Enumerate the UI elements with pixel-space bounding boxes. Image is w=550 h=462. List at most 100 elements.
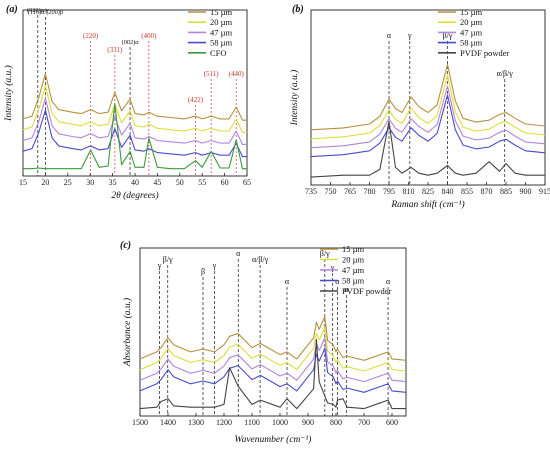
x-tick-label: 65: [243, 178, 251, 187]
x-tick-label: 750: [325, 187, 337, 196]
chart-panel-b: 735 750 765 780 795 810 825 840 855 870 885 900 915 R…: [289, 4, 550, 210]
peak-label: (422): [188, 96, 204, 104]
y-axis-title: Intensity (a.u.): [289, 70, 300, 127]
x-tick-label: 25: [64, 178, 72, 187]
peak-label: α/β/γ: [497, 69, 514, 78]
series-line: [22, 85, 247, 133]
y-axis-title: Intensity (a.u.): [3, 65, 14, 122]
legend-label: PVDF powder: [460, 48, 510, 58]
peak-label: (511): [204, 70, 220, 78]
peak-label: α: [387, 31, 392, 40]
x-tick-label: 1400: [160, 418, 176, 427]
peak-label: (400): [141, 32, 157, 40]
x-tick-label: 825: [422, 187, 434, 196]
series-line: [310, 74, 546, 140]
legend-label: 20 µm: [342, 255, 365, 265]
chart-panel-a: 15 20 25 30 35 40 45 50 55 60 65 2θ (degrees) Intens…: [3, 4, 251, 201]
x-tick-label: 795: [383, 187, 395, 196]
x-tick-label: 30: [86, 178, 94, 187]
series-line: [22, 73, 247, 121]
x-tick-label: 15: [19, 178, 27, 187]
x-tick-label: 1100: [244, 418, 260, 427]
peak-label: γ: [212, 261, 217, 270]
legend-label: 20 µm: [460, 17, 483, 27]
x-tick-label: 20: [41, 178, 49, 187]
series-line: [310, 120, 545, 178]
x-tick-label: 40: [131, 178, 139, 187]
x-axis-title: Raman shift (cm⁻¹): [390, 199, 464, 210]
x-tick-label: 735: [305, 187, 317, 196]
plot-frame: [139, 247, 407, 417]
series-line: [310, 63, 546, 131]
series-line: [139, 326, 407, 372]
x-tick-label: 1000: [272, 418, 288, 427]
x-tick-label: 35: [109, 178, 117, 187]
peak-label: α: [285, 277, 290, 286]
peak-label: (020)α/γ: [27, 7, 49, 14]
legend-label: 58 µm: [342, 276, 365, 286]
legend-label: 15 µm: [210, 7, 233, 17]
peak-label: (220): [83, 32, 99, 40]
series-line: [23, 103, 247, 170]
peak-label: (440): [229, 70, 245, 78]
y-axis-title: Absorbance (a.u.): [122, 298, 133, 367]
peak-label: γ: [157, 261, 162, 270]
legend-label: 15 µm: [460, 7, 483, 17]
legend-label: PVDF powder: [342, 286, 392, 296]
x-tick-label: 1200: [216, 418, 232, 427]
x-tick-label: 780: [364, 187, 376, 196]
x-tick-label: 885: [500, 187, 512, 196]
x-tick-label: 855: [461, 187, 473, 196]
x-axis-title: 2θ (degrees): [111, 190, 158, 201]
panel-label: (b): [292, 4, 304, 15]
series-line: [310, 94, 546, 158]
x-tick-label: 915: [539, 187, 550, 196]
legend-label: 47 µm: [210, 27, 233, 37]
x-tick-label: 840: [442, 187, 454, 196]
peak-label: α: [335, 277, 340, 286]
peak-label: α: [344, 285, 349, 294]
peak-label: α: [386, 277, 391, 286]
legend-label: 47 µm: [342, 265, 365, 275]
x-tick-label: 900: [520, 187, 532, 196]
legend-label: 15 µm: [342, 244, 365, 254]
x-tick-label: 700: [358, 418, 370, 427]
peak-label: β: [201, 267, 205, 276]
peak-label: β/γ: [163, 255, 173, 264]
legend-label: 20 µm: [210, 17, 233, 27]
series-line: [139, 338, 406, 410]
x-tick-label: 810: [403, 187, 415, 196]
x-tick-label: 870: [481, 187, 493, 196]
x-tick-label: 60: [221, 178, 229, 187]
series-line: [139, 316, 407, 361]
plot-frame: [310, 9, 546, 186]
peak-label: β/γ: [320, 249, 330, 258]
series-line: [22, 97, 247, 145]
legend-label: 58 µm: [210, 38, 233, 48]
peak-label: (331): [107, 46, 123, 54]
peak-label: α/β/γ: [252, 255, 269, 264]
x-tick-label: 50: [176, 178, 184, 187]
x-tick-label: 600: [386, 418, 398, 427]
x-tick-label: 45: [153, 178, 161, 187]
x-tick-label: 1500: [132, 418, 148, 427]
chart-panel-c: 1500 1400 1300 1200 1100 1000 900 800 700 600 Wave…: [120, 240, 407, 445]
peak-label: (002)α: [122, 39, 140, 46]
legend-label: 58 µm: [460, 38, 483, 48]
series-line: [139, 337, 407, 383]
legend-label: CFO: [210, 48, 227, 58]
peak-label: α: [236, 249, 241, 258]
series-line: [22, 109, 247, 158]
x-tick-label: 1300: [188, 418, 204, 427]
x-tick-label: 900: [302, 418, 314, 427]
peak-label: β/γ: [443, 31, 453, 40]
peak-label: (110)α/(200)β: [28, 9, 63, 16]
series-line: [310, 85, 546, 149]
series-line: [139, 347, 407, 393]
peak-label: γ: [407, 31, 412, 40]
peak-label: γ: [330, 263, 335, 272]
